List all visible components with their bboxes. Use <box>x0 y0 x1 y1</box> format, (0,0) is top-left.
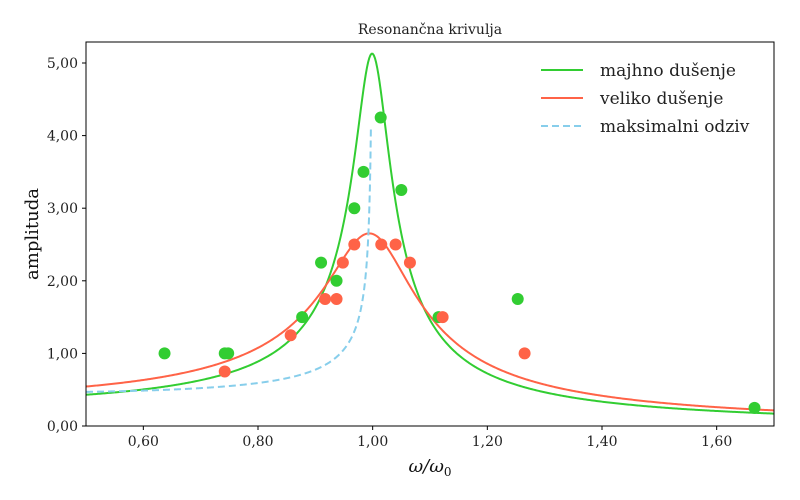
data-point <box>330 292 343 305</box>
legend-label: majhno dušenje <box>600 61 736 81</box>
x-axis-ticks: 0,60 0,80 1,00 1,20 1,40 1,60 <box>128 426 732 450</box>
data-point <box>375 238 388 251</box>
data-point <box>336 256 349 269</box>
y-tick-label: 5,00 <box>47 56 78 72</box>
data-point <box>389 238 402 251</box>
series-line-1 <box>86 52 774 415</box>
data-point <box>374 111 387 124</box>
x-axis-label: ω/ω0 <box>408 456 451 479</box>
data-point <box>296 311 309 324</box>
data-point <box>319 292 332 305</box>
chart-title: Resonančna krivulja <box>358 22 502 38</box>
data-point <box>348 202 361 215</box>
data-point <box>218 365 231 378</box>
legend-label: maksimalni odziv <box>600 117 750 137</box>
y-axis-ticks: 0,00 1,00 2,00 3,00 4,00 5,00 <box>47 56 86 435</box>
data-point <box>748 401 761 414</box>
data-point <box>284 329 297 342</box>
data-point <box>357 165 370 178</box>
series-line-3 <box>86 128 372 393</box>
data-point <box>158 347 171 360</box>
x-tick-label: 0,80 <box>242 434 273 450</box>
series-line-2 <box>86 232 774 412</box>
y-tick-label: 3,00 <box>47 201 78 217</box>
data-point <box>403 256 416 269</box>
plot-frame <box>85 41 775 427</box>
y-tick-label: 4,00 <box>47 129 78 145</box>
data-point <box>511 292 524 305</box>
y-tick-label: 2,00 <box>47 274 78 290</box>
legend-label: veliko dušenje <box>599 89 723 109</box>
y-tick-label: 0,00 <box>47 419 78 435</box>
data-point <box>222 347 235 360</box>
data-point <box>330 274 343 287</box>
y-axis-label: amplituda <box>22 188 43 280</box>
data-point <box>348 238 361 251</box>
x-tick-label: 1,40 <box>586 434 617 450</box>
data-point <box>436 311 449 324</box>
series-lines <box>86 52 774 415</box>
x-tick-label: 1,20 <box>472 434 503 450</box>
x-tick-label: 1,60 <box>701 434 732 450</box>
data-point <box>518 347 531 360</box>
data-point <box>395 184 408 197</box>
x-tick-label: 0,60 <box>128 434 159 450</box>
y-tick-label: 1,00 <box>47 346 78 362</box>
legend: majhno dušenje veliko dušenje maksimalni o… <box>541 61 750 137</box>
x-tick-label: 1,00 <box>357 434 388 450</box>
scatter-points <box>158 111 761 414</box>
data-point <box>315 256 328 269</box>
